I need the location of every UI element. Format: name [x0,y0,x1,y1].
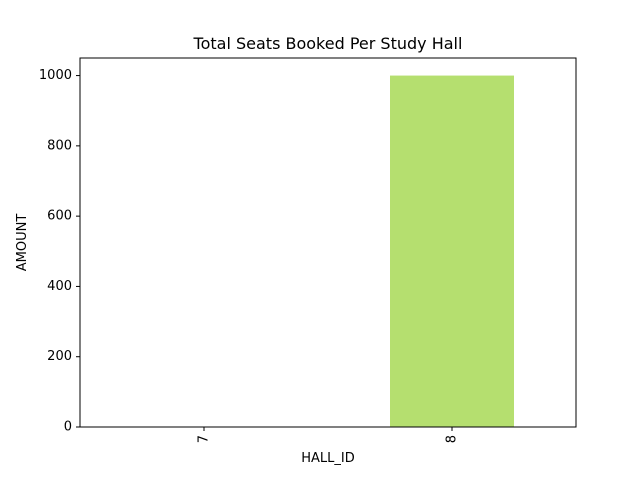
x-axis-label: HALL_ID [301,451,355,466]
y-tick-label-800: 800 [47,138,72,153]
y-tick-label-400: 400 [47,279,72,294]
bar-8 [390,75,514,428]
chart-title: Total Seats Booked Per Study Hall [193,34,463,53]
y-axis: 0 200 400 600 800 1000 [39,68,80,435]
x-tick-label-7: 7 [197,435,212,443]
y-tick-label-0: 0 [64,420,72,435]
x-tick-label-8: 8 [445,435,460,443]
plot-frame [79,57,577,428]
y-tick-label-200: 200 [47,349,72,364]
y-tick-label-600: 600 [47,209,72,224]
y-tick-label-1000: 1000 [39,68,72,83]
bars-group [390,75,514,428]
y-axis-label: AMOUNT [15,214,30,272]
